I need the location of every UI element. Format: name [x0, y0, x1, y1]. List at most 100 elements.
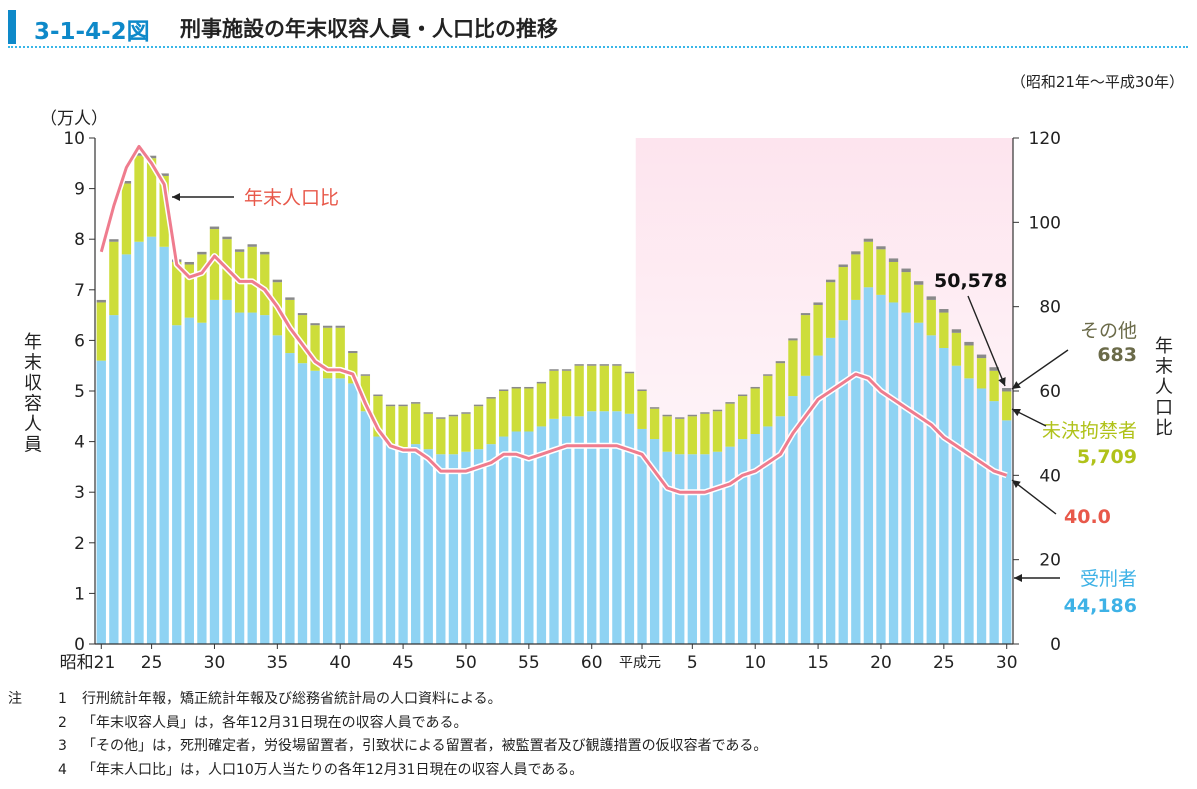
- left-tick-label-4: 4: [74, 433, 85, 453]
- bar-convict-38: [574, 416, 584, 644]
- convict-value: 44,186: [1064, 595, 1137, 617]
- title-accent-bar: [8, 10, 16, 44]
- bar-pretrial-4: [146, 158, 157, 237]
- bar-convict-35: [536, 426, 547, 644]
- bar-other-10: [222, 236, 232, 240]
- bar-other-12: [247, 244, 257, 247]
- bar-convict-0: [96, 360, 106, 644]
- bar-other-39: [587, 364, 597, 366]
- bar-other-0: [96, 299, 106, 303]
- x-tick-label-24: 45: [392, 653, 414, 673]
- bar-convict-49: [712, 451, 723, 644]
- bar-pretrial-51: [737, 396, 748, 440]
- x-tick-label-43: 平成元: [619, 655, 661, 671]
- bar-other-26: [423, 412, 433, 414]
- bar-convict-45: [662, 451, 672, 644]
- bar-other-57: [813, 302, 823, 305]
- bar-pretrial-32: [499, 391, 509, 437]
- bar-other-35: [536, 381, 547, 384]
- bar-pretrial-37: [561, 370, 572, 417]
- x-tick-label-67: 25: [933, 653, 955, 673]
- bar-convict-43: [637, 428, 647, 644]
- bar-convict-34: [524, 431, 534, 644]
- bar-other-7: [184, 261, 194, 265]
- right-axis-label-char-2: 人: [1155, 377, 1173, 398]
- bar-convict-51: [737, 439, 748, 644]
- bar-pretrial-56: [800, 315, 811, 376]
- bar-pretrial-64: [901, 272, 911, 313]
- bar-convict-56: [800, 375, 811, 644]
- right-axis-label-char-4: 比: [1155, 418, 1173, 439]
- left-tick-label-7: 7: [74, 281, 85, 301]
- bar-convict-59: [838, 320, 848, 644]
- bar-other-52: [750, 386, 760, 389]
- bar-pretrial-7: [184, 264, 194, 318]
- left-axis-label-char-0: 年: [24, 332, 42, 353]
- left-tick-label-6: 6: [74, 331, 85, 351]
- bar-convict-53: [763, 426, 773, 644]
- bar-other-59: [838, 264, 848, 268]
- bar-pretrial-71: [989, 370, 999, 402]
- line-label: 年末人口比: [244, 187, 339, 209]
- bar-convict-62: [876, 294, 886, 644]
- bar-other-18: [322, 325, 333, 328]
- x-tick-label-62: 20: [870, 653, 892, 673]
- convict-arrow-head: [1014, 574, 1022, 582]
- bar-other-1: [109, 239, 119, 242]
- bar-pretrial-61: [863, 241, 874, 288]
- bar-convict-52: [750, 434, 760, 644]
- bar-pretrial-69: [964, 345, 974, 379]
- note-text: 「年末収容人員」は，各年12月31日現在の収容人員である。: [82, 714, 468, 731]
- bar-convict-72: [1002, 420, 1012, 644]
- bar-convict-37: [561, 416, 572, 644]
- bar-other-4: [146, 155, 157, 159]
- note-number: 1: [58, 691, 67, 707]
- right-tick-label-100: 100: [1029, 213, 1061, 233]
- bar-convict-39: [587, 411, 597, 644]
- bar-convict-27: [436, 454, 446, 644]
- bar-convict-40: [599, 411, 609, 644]
- bar-other-40: [599, 364, 609, 366]
- bar-other-13: [260, 251, 270, 255]
- right-axis-label-char-3: 口: [1155, 398, 1173, 419]
- bar-convict-12: [247, 312, 257, 644]
- bar-pretrial-42: [624, 373, 635, 414]
- other-value: 683: [1097, 344, 1137, 366]
- ratio-arrow-line: [1011, 479, 1057, 515]
- bar-pretrial-0: [96, 302, 106, 361]
- bar-convict-68: [951, 365, 962, 644]
- bar-other-45: [662, 414, 672, 417]
- x-tick-label-57: 15: [807, 653, 829, 673]
- left-axis-label: 年末収容人員: [24, 332, 42, 456]
- bar-other-32: [499, 389, 509, 391]
- bar-other-19: [335, 325, 345, 328]
- bar-convict-42: [624, 413, 635, 644]
- bar-convict-67: [939, 347, 949, 644]
- bar-convict-16: [297, 363, 308, 644]
- bar-other-53: [763, 374, 773, 376]
- bar-convict-1: [109, 315, 119, 644]
- bar-convict-70: [976, 388, 987, 644]
- ratio-arrow-head: [1012, 480, 1021, 489]
- right-axis-label-char-1: 末: [1155, 357, 1173, 378]
- bar-pretrial-29: [461, 413, 471, 452]
- bar-convict-41: [612, 411, 622, 644]
- bar-pretrial-39: [587, 365, 597, 412]
- left-tick-label-1: 1: [74, 584, 85, 604]
- bar-pretrial-49: [712, 411, 723, 452]
- bar-convict-10: [222, 299, 232, 644]
- bar-pretrial-52: [750, 388, 760, 435]
- left-tick-label-5: 5: [74, 382, 85, 402]
- period-label: （昭和21年～平成30年）: [1011, 73, 1184, 91]
- bar-other-11: [234, 249, 245, 252]
- total-arrow-line: [967, 295, 1006, 387]
- left-tick-label-2: 2: [74, 534, 85, 554]
- bar-convict-9: [209, 299, 220, 644]
- bar-convict-33: [511, 431, 521, 644]
- x-tick-label-39: 60: [581, 653, 603, 673]
- bar-convict-32: [499, 436, 509, 644]
- bar-other-63: [888, 258, 899, 262]
- bar-other-38: [574, 364, 584, 366]
- total-value: 50,578: [934, 270, 1007, 292]
- x-tick-label-52: 10: [744, 653, 766, 673]
